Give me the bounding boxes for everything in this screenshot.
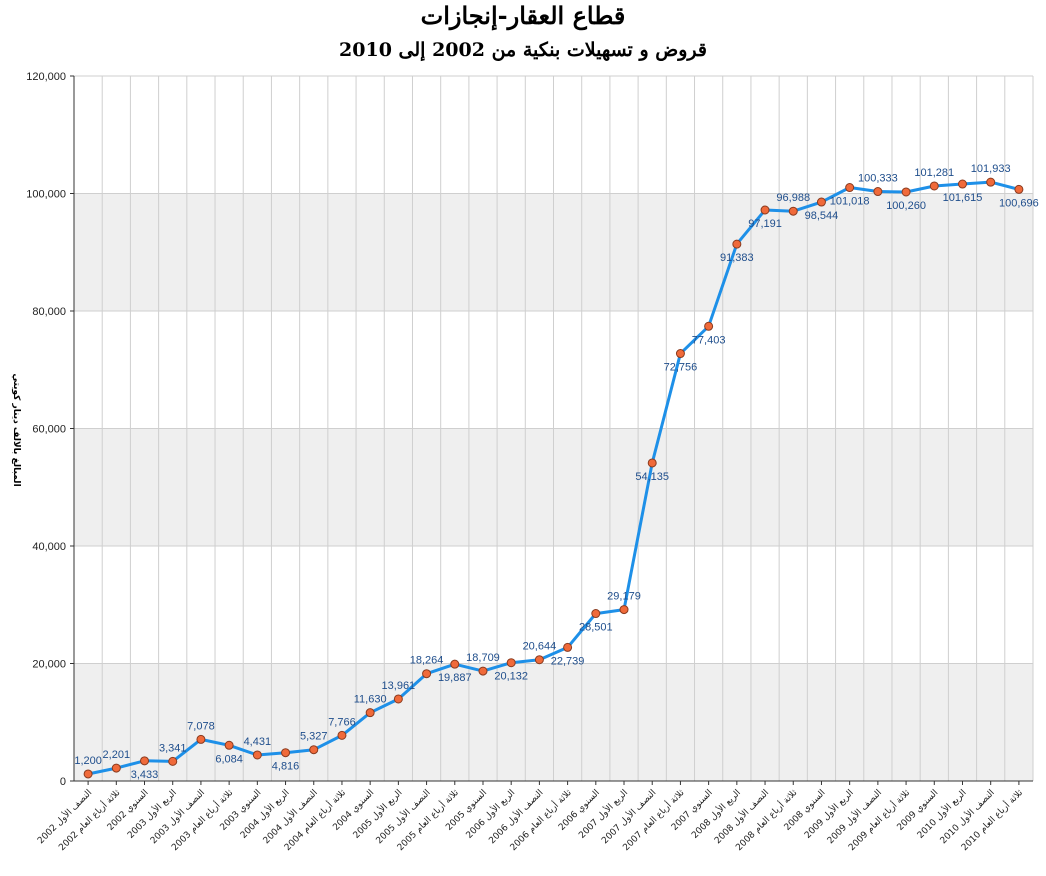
data-point	[478, 666, 488, 676]
data-point	[957, 179, 967, 189]
data-label: 19,887	[438, 672, 472, 684]
data-label: 97,191	[748, 218, 782, 230]
data-point	[647, 458, 657, 468]
data-label: 2,201	[103, 749, 131, 761]
data-label: 101,018	[830, 196, 870, 208]
data-point	[196, 734, 206, 744]
data-label: 100,696	[999, 197, 1039, 209]
data-point	[111, 763, 121, 773]
chart-subtitle: قروض و تسهيلات بنكية من 2002 إلى 2010	[339, 39, 707, 61]
data-point	[309, 745, 319, 755]
y-tick-label: 60,000	[32, 424, 66, 436]
x-tick-label: الربع الأول 2003	[125, 787, 179, 841]
y-axis-label: المبالغ بالالف دينار كويتي	[11, 373, 21, 486]
data-label: 100,260	[886, 200, 926, 212]
data-point	[873, 187, 883, 197]
data-label: 20,132	[494, 671, 528, 683]
data-label: 4,816	[272, 761, 300, 773]
y-tick-label: 20,000	[32, 659, 66, 671]
data-point	[422, 669, 432, 679]
data-point	[365, 708, 375, 718]
data-label: 6,084	[215, 753, 243, 765]
series-polyline	[87, 180, 1020, 776]
x-tick-label: الربع الأول 2009	[802, 787, 856, 841]
data-point	[845, 183, 855, 193]
x-tick-label: الربع الأول 2008	[689, 787, 743, 841]
x-tick-label: الربع الأول 2004	[237, 787, 291, 841]
data-point	[816, 197, 826, 207]
data-point	[732, 239, 742, 249]
data-label: 54,135	[635, 471, 669, 483]
data-point	[168, 756, 178, 766]
data-point	[563, 642, 573, 652]
x-tick-label: النصف الأول 2002	[35, 787, 95, 847]
data-point	[393, 694, 403, 704]
data-label: 72,756	[664, 362, 698, 374]
y-tick-label: 120,000	[26, 71, 66, 83]
data-label: 91,383	[720, 252, 754, 264]
data-point	[1014, 184, 1024, 194]
data-label: 100,333	[858, 173, 898, 185]
data-point	[760, 205, 770, 215]
data-label: 5,327	[300, 731, 328, 743]
y-axis-ticks: 0 20,000 40,000 60,000 80,000 100,000 120,000	[26, 71, 74, 788]
data-label: 20,644	[523, 641, 557, 653]
data-label: 18,264	[410, 655, 444, 667]
y-tick-label: 80,000	[32, 306, 66, 318]
data-label: 101,933	[971, 163, 1011, 175]
data-label: 29,179	[607, 591, 641, 603]
y-tick-label: 40,000	[32, 541, 66, 553]
data-label: 98,544	[805, 210, 839, 222]
data-label: 7,078	[187, 720, 215, 732]
data-label: 101,615	[943, 192, 983, 204]
x-tick-label: الربع الأول 2010	[914, 787, 968, 841]
data-label: 77,403	[692, 334, 726, 346]
data-label: 22,739	[551, 655, 585, 667]
data-label: 28,501	[579, 622, 613, 634]
chart-title: قطاع العقار-إنجازات	[420, 1, 626, 30]
data-point	[986, 177, 996, 187]
data-point	[619, 605, 629, 615]
data-label: 18,709	[466, 652, 500, 664]
data-label: 11,630	[354, 694, 387, 706]
data-point	[252, 750, 262, 760]
y-tick-label: 0	[60, 776, 66, 788]
data-point	[591, 609, 601, 619]
data-label: 96,988	[776, 192, 810, 204]
y-tick-label: 100,000	[26, 189, 66, 201]
data-label: 7,766	[328, 716, 356, 728]
data-point	[506, 658, 516, 668]
data-label: 3,433	[131, 769, 159, 781]
data-point	[788, 206, 798, 216]
data-label: 13,961	[382, 680, 416, 692]
x-tick-label: الربع الأول 2006	[463, 787, 517, 841]
data-label: 1,200	[74, 755, 102, 767]
data-label: 4,431	[244, 736, 272, 748]
data-label: 101,281	[914, 167, 954, 179]
data-point	[704, 321, 714, 331]
data-points	[83, 177, 1024, 779]
data-point	[224, 740, 234, 750]
x-tick-label: الربع الأول 2007	[576, 787, 630, 841]
data-label: 3,341	[159, 742, 187, 754]
data-point	[901, 187, 911, 197]
data-point	[450, 659, 460, 669]
data-point	[929, 181, 939, 191]
series-line	[87, 180, 1020, 776]
data-point	[83, 769, 93, 779]
data-point	[281, 748, 291, 758]
data-point	[337, 730, 347, 740]
data-point	[675, 349, 685, 359]
data-point	[534, 655, 544, 665]
data-point	[140, 756, 150, 766]
x-tick-label: الربع الأول 2005	[350, 787, 404, 841]
